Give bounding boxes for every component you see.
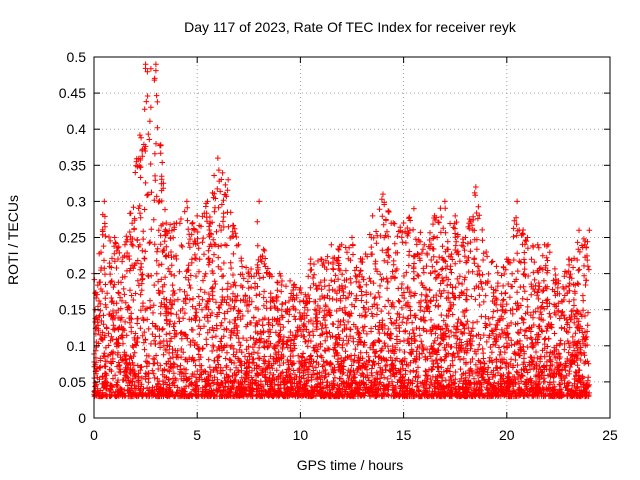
data-points [91, 61, 593, 400]
y-tick-label: 0.5 [67, 49, 87, 65]
roti-points [91, 61, 593, 400]
y-axis-ticks: 0 0.05 0.1 0.15 0.2 0.25 0.3 0.35 0.4 0.45 0.5 [59, 49, 610, 426]
y-tick-label: 0.2 [67, 266, 87, 282]
x-axis-ticks: 0 5 10 15 20 25 [90, 57, 618, 443]
x-tick-label: 5 [193, 427, 201, 443]
y-tick-label: 0.05 [59, 374, 86, 390]
y-tick-label: 0.1 [67, 338, 87, 354]
y-axis-label: ROTI / TECUs [5, 195, 21, 285]
y-tick-label: 0.4 [67, 121, 87, 137]
y-tick-label: 0.25 [59, 230, 86, 246]
chart-title: Day 117 of 2023, Rate Of TEC Index for r… [184, 19, 517, 35]
y-tick-label: 0.3 [67, 193, 87, 209]
x-tick-label: 10 [293, 427, 309, 443]
x-axis-label: GPS time / hours [297, 457, 404, 473]
y-tick-label: 0.35 [59, 157, 86, 173]
x-tick-label: 25 [602, 427, 618, 443]
x-tick-label: 15 [396, 427, 412, 443]
x-tick-label: 0 [90, 427, 98, 443]
x-tick-label: 20 [499, 427, 515, 443]
y-tick-label: 0.15 [59, 302, 86, 318]
y-tick-label: 0.45 [59, 85, 86, 101]
y-tick-label: 0 [78, 410, 86, 426]
